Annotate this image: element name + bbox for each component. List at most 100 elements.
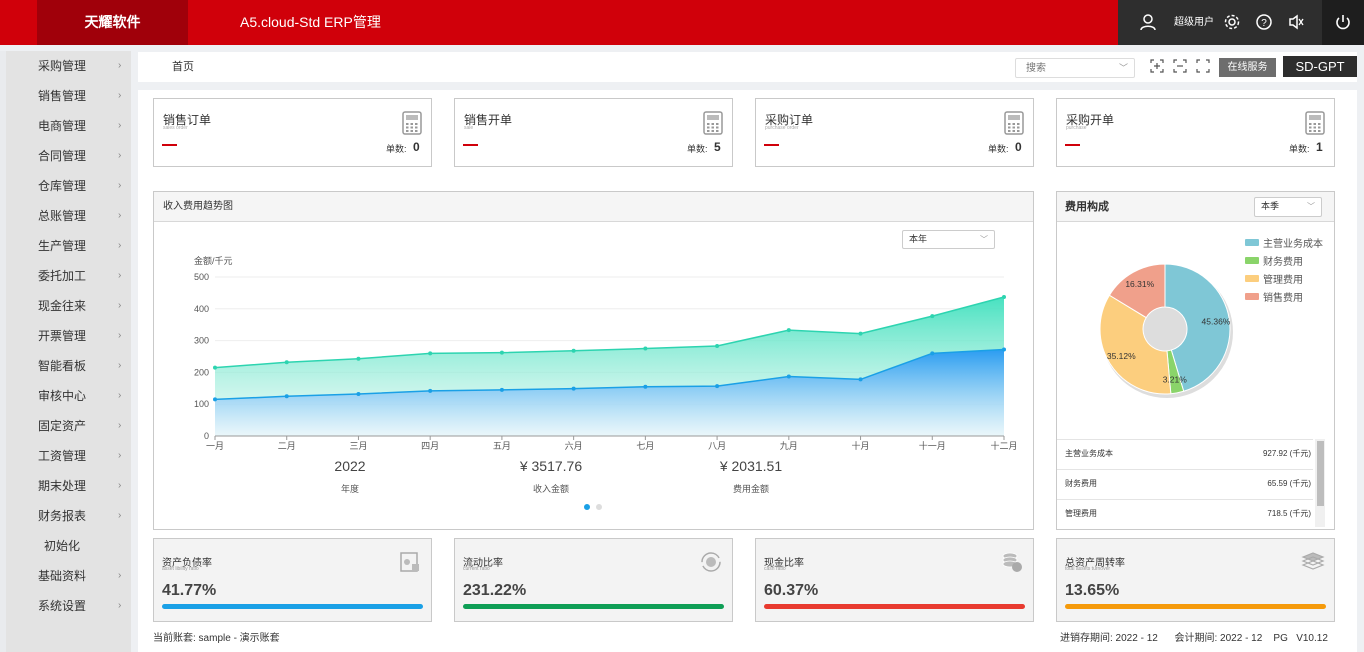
search-select[interactable]: ﹀ <box>1015 58 1135 78</box>
legend-item[interactable]: 财务费用 <box>1245 257 1303 269</box>
power-icon[interactable] <box>1334 13 1352 31</box>
sidebar-item[interactable]: 开票管理 › <box>6 321 131 351</box>
gear-icon[interactable] <box>1223 13 1241 31</box>
kpi-card[interactable]: 采购开单 purchase 单数: 1 <box>1056 98 1335 167</box>
ratio-card[interactable]: 现金比率 cash ratio 60.37% <box>755 538 1034 622</box>
x-tick-label: 四月 <box>421 441 439 451</box>
ratio-bar <box>162 604 423 609</box>
sidebar-item[interactable]: 审核中心 › <box>6 381 131 411</box>
kpi-accent-line <box>162 144 177 146</box>
ratio-bar <box>463 604 724 609</box>
sidebar-item[interactable]: 期末处理 › <box>6 471 131 501</box>
sidebar-item[interactable]: 采购管理 › <box>6 51 131 81</box>
sidebar-item[interactable]: 委托加工 › <box>6 261 131 291</box>
chevron-right-icon: › <box>118 150 122 161</box>
calculator-icon <box>402 111 422 135</box>
cost-period-select[interactable]: 本季 ﹀ <box>1254 197 1322 217</box>
sidebar: 采购管理 › 销售管理 › 电商管理 › 合同管理 › 仓库管理 › 总账管理 › 生产管理 › 委托加工 ›… <box>0 51 131 652</box>
ratio-card[interactable]: 总资产周转率 total assets turnover 13.65% <box>1056 538 1335 622</box>
sidebar-item[interactable]: 仓库管理 › <box>6 171 131 201</box>
income-expense-trend-card: 收入费用趋势图 本年 ﹀ 金额/千元 0 100 200 300 400 500 一月 二月 三月… <box>153 191 1034 530</box>
kpi-count-label: 单数: <box>386 144 407 154</box>
series-point <box>284 394 289 399</box>
cost-scrollbar-thumb[interactable] <box>1317 441 1324 506</box>
zoom-out-icon[interactable] <box>1173 59 1187 73</box>
sidebar-item-label: 销售管理 <box>38 89 87 103</box>
sidebar-item[interactable]: 基础资料 › <box>6 561 131 591</box>
kpi-title: 销售开单 <box>464 113 513 127</box>
pie-slice <box>1099 294 1172 395</box>
series-line <box>214 296 1005 369</box>
sidebar-item[interactable]: 生产管理 › <box>6 231 131 261</box>
sidebar-item-label: 财务报表 <box>38 509 87 523</box>
breadcrumb-home[interactable]: 首页 <box>172 61 194 73</box>
legend-swatch <box>1245 293 1259 300</box>
kpi-count: 5 <box>714 140 721 154</box>
x-tick-label: 九月 <box>780 441 798 451</box>
ratio-bar <box>764 604 1025 609</box>
fullscreen-icon[interactable] <box>1196 59 1210 73</box>
legend-item[interactable]: 销售费用 <box>1245 293 1303 305</box>
kpi-card[interactable]: 采购订单 purchase order 单数: 0 <box>755 98 1034 167</box>
speaker-mute-icon[interactable] <box>1287 13 1305 31</box>
sidebar-item-label: 仓库管理 <box>38 179 87 193</box>
ratio-subtitle: total assets turnover <box>1065 566 1111 572</box>
x-tick-label: 一月 <box>206 441 224 451</box>
sidebar-item-label: 电商管理 <box>38 119 87 133</box>
sidebar-item[interactable]: 现金往来 › <box>6 291 131 321</box>
online-service-button[interactable]: 在线服务 <box>1219 58 1276 77</box>
sidebar-item[interactable]: 固定资产 › <box>6 411 131 441</box>
series-point <box>499 387 504 392</box>
ratio-value: 60.37% <box>764 582 819 599</box>
search-input[interactable] <box>1016 59 1106 77</box>
sidebar-item[interactable]: 初始化 <box>6 531 131 561</box>
sidebar-item[interactable]: 总账管理 › <box>6 201 131 231</box>
user-name[interactable]: 超级用户 <box>1174 17 1214 28</box>
cost-row-value: 65.59 (千元) <box>1267 479 1311 488</box>
kpi-count-label: 单数: <box>1289 144 1310 154</box>
stat-income-label: 收入金额 <box>532 484 569 494</box>
carousel-dot <box>596 504 602 510</box>
kpi-accent-line <box>764 144 779 146</box>
help-icon[interactable]: ? <box>1255 13 1273 31</box>
toolbar: 首页 ﹀ 在线服务 SD-GPT <box>138 52 1357 82</box>
chevron-right-icon: › <box>118 360 122 371</box>
ratio-card[interactable]: 资产负债率 asset libility ratio 41.77% <box>153 538 432 622</box>
kpi-card[interactable]: 销售开单 sale 单数: 5 <box>454 98 733 167</box>
y-tick-label: 100 <box>194 399 209 409</box>
series-point <box>715 384 720 389</box>
sidebar-item[interactable]: 系统设置 › <box>6 591 131 621</box>
ratio-card[interactable]: 流动比率 current ratio 231.22% <box>454 538 733 622</box>
kpi-subtitle: purchase order <box>765 125 799 131</box>
x-tick-label: 六月 <box>565 440 583 451</box>
stack-icon <box>1301 552 1325 570</box>
y-tick-label: 300 <box>194 336 209 346</box>
sidebar-item[interactable]: 电商管理 › <box>6 111 131 141</box>
user-icon[interactable] <box>1139 13 1157 31</box>
sidebar-item[interactable]: 合同管理 › <box>6 141 131 171</box>
sidebar-item-label: 智能看板 <box>38 359 87 373</box>
kpi-card[interactable]: 销售订单 sales order 单数: 0 <box>153 98 432 167</box>
carousel-dots[interactable] <box>579 503 609 511</box>
sidebar-item[interactable]: 财务报表 › <box>6 501 131 531</box>
legend-item[interactable]: 主营业务成本 <box>1245 239 1323 251</box>
ratio-value: 41.77% <box>162 582 217 599</box>
sidebar-item[interactable]: 智能看板 › <box>6 351 131 381</box>
ratio-subtitle: current ratio <box>463 566 490 572</box>
sidebar-item-label: 工资管理 <box>38 449 87 463</box>
sidebar-item-label: 期末处理 <box>38 479 87 493</box>
legend-item[interactable]: 管理费用 <box>1245 275 1303 287</box>
trend-title: 收入费用趋势图 <box>163 201 233 212</box>
sidebar-item-label: 生产管理 <box>38 239 87 253</box>
brand-logo[interactable]: 天耀软件 <box>37 0 188 45</box>
ratio-title: 现金比率 <box>764 558 804 569</box>
sidebar-item[interactable]: 销售管理 › <box>6 81 131 111</box>
zoom-in-icon[interactable] <box>1150 59 1164 73</box>
chevron-right-icon: › <box>118 60 122 71</box>
series-point <box>499 350 504 355</box>
ratio-value: 13.65% <box>1065 582 1120 599</box>
trend-period-select[interactable]: 本年 ﹀ <box>902 230 995 249</box>
sidebar-item[interactable]: 工资管理 › <box>6 441 131 471</box>
y-tick-label: 0 <box>204 431 209 441</box>
sd-gpt-button[interactable]: SD-GPT <box>1283 56 1357 77</box>
